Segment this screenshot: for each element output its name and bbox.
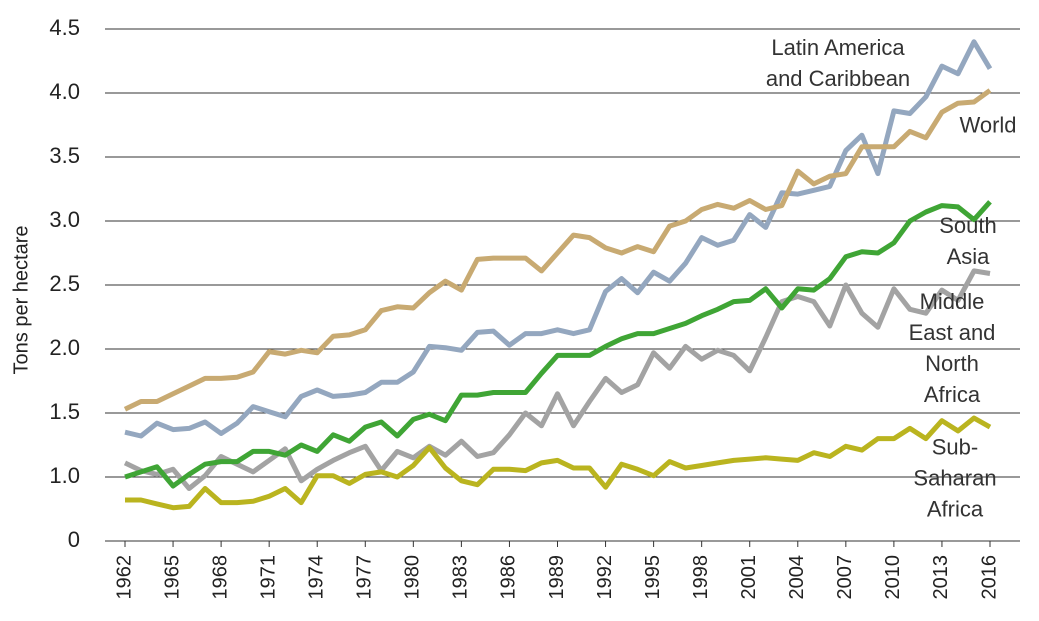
x-tick-label: 1965 [161,555,183,600]
x-tick-label: 1968 [209,555,231,600]
x-tick-label: 1971 [257,555,279,600]
series-line [123,88,992,412]
series-label: Sub-Saharan Africa [913,434,997,522]
x-tick-label: 1989 [546,555,568,600]
y-tick-label: 3.0 [49,207,80,232]
series-label: Latin America and Caribbean [765,35,911,91]
series-line [124,39,993,439]
x-tick-label: 1983 [450,555,472,600]
x-tick-label: 1998 [690,555,712,600]
x-tick-label: 1986 [498,555,520,600]
x-tick-label: 1995 [642,555,664,600]
series-label: World [959,112,1017,138]
x-tick-label: 1980 [402,555,424,600]
x-tick-label: 2010 [882,555,904,600]
series-line [123,268,991,491]
series-label: Middle East and North Africa [908,289,996,407]
x-tick-label: 2004 [786,555,808,600]
x-tick-label: 2013 [930,555,952,600]
x-tick-label: 1977 [354,555,376,600]
x-tick-label: 1974 [306,555,328,600]
y-tick-label: 2.0 [49,335,80,360]
x-tick-label: 2016 [978,555,1000,600]
y-tick-label: 4.5 [49,15,80,40]
series-label: South Asia [939,213,997,269]
x-tick-label: 2007 [834,555,856,600]
series-line [125,415,992,511]
y-tick-label: 1.5 [49,399,80,424]
y-tick-label: 0 [68,527,80,552]
y-tick-label: 2.5 [49,271,80,296]
x-tick-label: 2001 [738,555,760,600]
x-tick-label: 1962 [113,555,135,600]
series-line [124,200,992,489]
y-tick-label: 1.0 [49,463,80,488]
y-axis-label: Tons per hectare [10,226,32,375]
x-tick-label: 1992 [594,555,616,600]
y-tick-label: 4.0 [49,79,80,104]
y-tick-label: 3.5 [49,143,80,168]
